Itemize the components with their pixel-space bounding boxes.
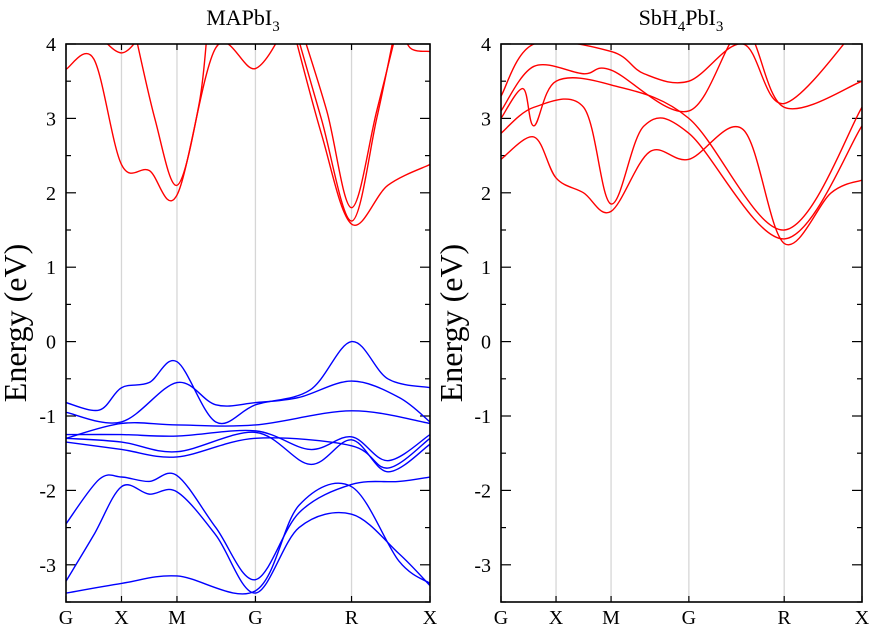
y-tick-label: 3 [46, 108, 56, 130]
valence-band-line [66, 431, 430, 473]
y-tick-label: -1 [39, 406, 56, 428]
conduction-band-line [106, 44, 135, 54]
valence-band-line [66, 472, 430, 581]
title-text: MAPbI [206, 5, 272, 30]
y-tick-label: 2 [46, 183, 56, 205]
x-tick-label: G [682, 607, 696, 628]
y-tick-label: 3 [481, 108, 491, 130]
valence-band-line [66, 410, 430, 439]
title-text: SbH [639, 5, 678, 30]
valence-band-line [66, 340, 430, 425]
bands [66, 44, 430, 595]
y-axis-label: Energy (eV) [0, 244, 33, 402]
y-tick-label: -1 [474, 406, 491, 428]
y-tick-label: -3 [474, 555, 491, 577]
valence-band-line [66, 484, 430, 594]
x-tick-label: R [778, 607, 792, 628]
x-tick-label: M [168, 607, 186, 628]
plot-frame [500, 43, 863, 603]
title-subscript-2: 3 [716, 19, 724, 35]
x-tick-label: M [602, 607, 620, 628]
y-tick-label: 1 [481, 257, 491, 279]
y-tick-label: 1 [46, 257, 56, 279]
valence-band-line [66, 437, 430, 469]
x-tick-label: X [423, 607, 438, 628]
x-tick-label: X [549, 607, 564, 628]
conduction-band-line [305, 44, 395, 209]
x-tick-label: G [248, 607, 262, 628]
conduction-band-line [136, 44, 207, 187]
conduction-band-line [296, 44, 430, 227]
panel-title: MAPbI3 [206, 5, 280, 35]
y-tick-label: -2 [39, 480, 56, 502]
conduction-band-line [501, 98, 862, 240]
x-tick-label: X [855, 607, 870, 628]
x-tick-label: G [59, 607, 73, 628]
conduction-band-line [406, 44, 430, 53]
panel-title: SbH4PbI3 [639, 5, 724, 35]
conduction-band-line [299, 44, 393, 222]
title-subscript: 4 [678, 19, 686, 35]
y-tick-label: 0 [46, 332, 56, 354]
x-tick-label: R [345, 607, 359, 628]
y-tick-label: 4 [46, 34, 56, 56]
conduction-band-line [501, 77, 862, 231]
valence-band-line [66, 380, 430, 424]
y-tick-label: 2 [481, 183, 491, 205]
y-tick-label: -3 [39, 555, 56, 577]
plot-frame [65, 43, 431, 603]
x-tick-label: X [114, 607, 129, 628]
title-subscript: 3 [272, 19, 280, 35]
conduction-band-line [501, 44, 845, 105]
title-text-middle: PbI [685, 5, 716, 30]
y-tick-label: 0 [481, 332, 491, 354]
y-tick-label: 4 [481, 34, 491, 56]
y-axis-label: Energy (eV) [433, 244, 469, 402]
valence-band-line [66, 482, 430, 595]
x-tick-label: G [494, 607, 508, 628]
y-tick-label: -2 [474, 480, 491, 502]
valence-band-line [66, 429, 430, 462]
conduction-band-line [501, 44, 862, 113]
bands [501, 44, 862, 246]
conduction-band-line [501, 126, 862, 246]
conduction-band-line [66, 44, 277, 202]
